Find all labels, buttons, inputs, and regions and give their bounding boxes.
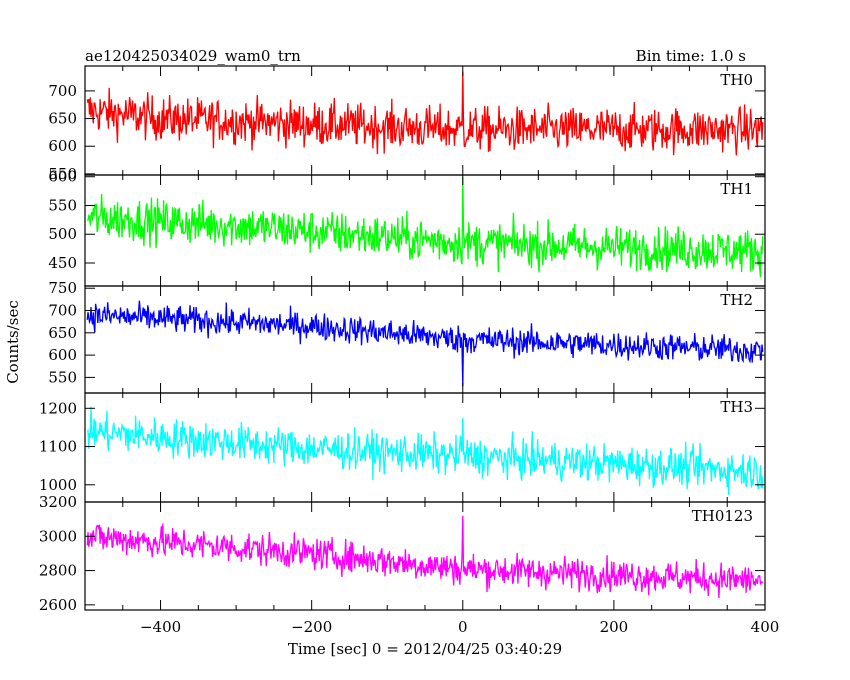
y-tick-label: 550 (48, 196, 77, 214)
x-tick-label: 200 (600, 618, 629, 636)
series-line-th2 (86, 300, 764, 387)
panel-label: TH3 (720, 398, 753, 416)
y-tick-label: 1000 (39, 476, 77, 494)
y-tick-label: 700 (48, 82, 77, 100)
y-tick-label: 500 (48, 225, 77, 243)
x-tick-label: 400 (751, 618, 780, 636)
y-tick-label: 450 (48, 254, 77, 272)
x-axis-label: Time [sec] 0 = 2012/04/25 03:40:29 (288, 640, 562, 658)
y-tick-label: 750 (48, 279, 77, 297)
y-axis-label: Counts/sec (4, 300, 22, 384)
y-tick-label: 2600 (39, 596, 77, 614)
bin-time-label: Bin time: 1.0 s (636, 47, 746, 65)
y-tick-label: 700 (48, 302, 77, 320)
panel-label: TH2 (720, 291, 753, 309)
y-tick-label: 650 (48, 110, 77, 128)
y-tick-label: 550 (48, 368, 77, 386)
panel-th3: 1000 1100 1200 TH3 (39, 392, 766, 503)
y-tick-label: 600 (48, 137, 77, 155)
series-line-th3 (86, 406, 764, 495)
x-tick-label: −400 (140, 618, 181, 636)
panel-th2: 550 600 650 700 750 TH2 (48, 279, 766, 394)
panel-th0123: 2600 2800 3000 3200 TH0123 (39, 493, 766, 614)
series-line-th1 (87, 176, 764, 278)
panels-group: 550600650700TH0450500550600TH15506006507… (39, 65, 780, 636)
panel-frame (84, 501, 766, 611)
y-tick-label: 600 (48, 168, 77, 186)
x-tick-label: 0 (458, 618, 468, 636)
y-tick-label: 1200 (39, 399, 77, 417)
y-tick-label: 1100 (39, 438, 77, 456)
y-tick-label: 650 (48, 324, 77, 342)
y-tick-label: 3200 (39, 493, 77, 511)
y-tick-label: 3000 (39, 527, 77, 545)
y-tick-label: 550 (48, 165, 77, 183)
panel-label: TH0 (720, 71, 753, 89)
panel-label: TH0123 (692, 507, 753, 525)
series-line-th0123 (86, 515, 764, 599)
y-tick-label: 600 (48, 346, 77, 364)
panel-label: TH1 (720, 180, 753, 198)
chart-title: ae120425034029_wam0_trn (85, 47, 301, 65)
y-tick-label: 2800 (39, 562, 77, 580)
x-tick-label: −200 (291, 618, 332, 636)
series-line-th0 (86, 71, 764, 156)
